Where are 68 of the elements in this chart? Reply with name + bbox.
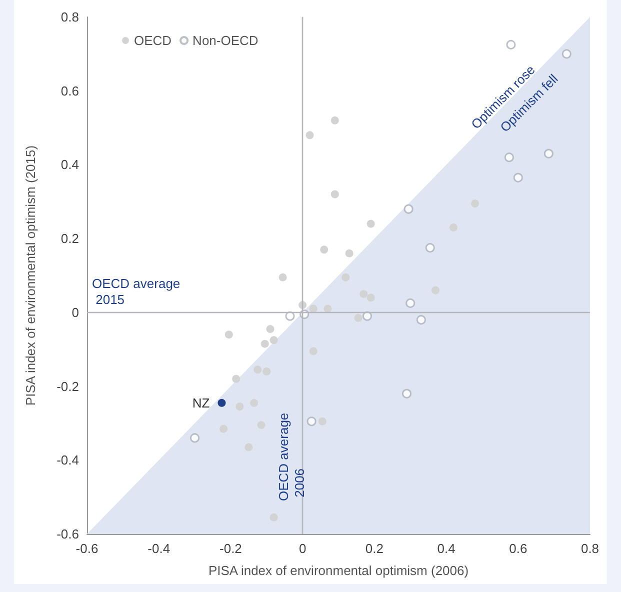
point (562, 49, 572, 59)
y-tick-label: 0.4 (60, 157, 79, 172)
legend-label: OECD (134, 33, 172, 48)
point (425, 243, 435, 253)
point (362, 311, 372, 321)
point (354, 314, 362, 322)
point (406, 298, 416, 308)
y-tick-label: 0.2 (60, 231, 79, 246)
point (318, 417, 326, 426)
point (324, 304, 332, 313)
ref-line-label: OECD average 2015 (92, 276, 180, 307)
x-tick-label: -0.2 (220, 541, 242, 556)
y-tick-label: 0.6 (60, 83, 79, 98)
annotation: NZ (192, 395, 210, 410)
point (232, 374, 240, 383)
point (220, 424, 228, 433)
point (513, 172, 523, 182)
y-tick-label: -0.4 (56, 452, 79, 468)
point (309, 347, 318, 356)
x-tick-label: 0.2 (365, 541, 384, 556)
point (260, 340, 269, 348)
point (366, 294, 375, 302)
x-tick-label: 0 (298, 541, 306, 556)
point (262, 368, 271, 376)
point (404, 204, 414, 214)
x-tick-label: -0.4 (148, 541, 170, 556)
x-tick-label: 0.6 (509, 541, 528, 556)
point (190, 433, 200, 443)
y-tick-label: 0 (72, 304, 79, 320)
y-tick-label: -0.6 (56, 526, 79, 542)
point (309, 304, 318, 313)
point (224, 330, 233, 339)
point (218, 398, 226, 407)
legend-label: Non-OECD (192, 33, 258, 48)
y-tick-label: -0.2 (56, 378, 79, 394)
point (306, 131, 314, 140)
point (506, 40, 516, 50)
point (416, 315, 426, 325)
point (278, 273, 287, 282)
x-tick-label: 0.4 (437, 541, 456, 556)
x-axis-title: PISA index of environmental optimism (2006) (208, 563, 469, 578)
point (236, 402, 244, 411)
ref-line-label: OECD average 2006 (276, 412, 308, 501)
point (270, 513, 278, 522)
point (306, 416, 316, 426)
x-tick-label: -0.6 (76, 541, 98, 556)
y-tick-label: 0.8 (60, 10, 79, 24)
point (244, 443, 253, 452)
point (471, 199, 480, 208)
y-axis-title: PISA index of environmental optimism (2015) (23, 145, 38, 406)
point (270, 336, 278, 344)
point (320, 246, 328, 254)
x-tick-label: 0.8 (580, 541, 600, 556)
point (449, 223, 458, 232)
point (257, 421, 266, 430)
point (342, 273, 350, 282)
point (345, 249, 354, 258)
point (366, 220, 375, 228)
point (254, 366, 262, 374)
point (250, 398, 258, 407)
point (266, 325, 274, 334)
point (330, 116, 339, 124)
point (402, 388, 412, 398)
point (504, 152, 514, 162)
point (544, 148, 554, 158)
point (330, 190, 339, 198)
point (432, 286, 440, 294)
point (360, 290, 368, 298)
